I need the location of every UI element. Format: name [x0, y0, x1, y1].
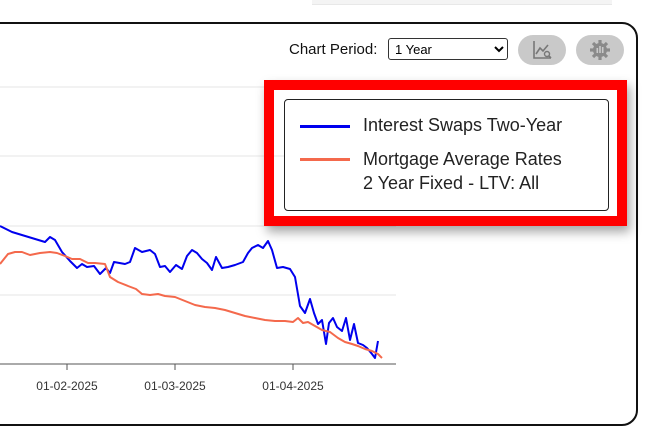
x-tick-label: 01-03-2025	[144, 379, 206, 393]
chart-period-select[interactable]: 1 Year	[388, 38, 508, 60]
x-tick-label: 01-02-2025	[36, 379, 98, 393]
x-tick-label: 01-04-2025	[262, 379, 324, 393]
legend-swatch-swaps	[300, 125, 350, 128]
series-line-swaps	[0, 225, 379, 359]
chart-series	[0, 225, 383, 359]
chart-controls: Chart Period: 1 Year	[289, 35, 629, 65]
chart-period-label: Chart Period:	[289, 41, 378, 58]
series-line-mortgage	[0, 251, 383, 359]
legend-label-mortgage: Mortgage Average Rates	[363, 149, 562, 169]
legend-label-mortgage-line2: 2 Year Fixed - LTV: All	[363, 173, 540, 193]
chart-zoom-button[interactable]	[518, 35, 566, 65]
gear-icon	[590, 40, 610, 60]
chart-zoom-icon	[533, 41, 552, 59]
x-axis: 01-02-2025 01-03-2025 01-04-2025	[0, 363, 396, 393]
legend-highlight-frame	[264, 80, 627, 226]
legend-swatch-mortgage	[300, 158, 350, 161]
chart-settings-button[interactable]	[576, 35, 624, 65]
top-strip	[312, 0, 612, 5]
chart-legend: Interest Swaps Two-Year Mortgage Average…	[284, 99, 609, 211]
legend-label-swaps: Interest Swaps Two-Year	[363, 115, 563, 135]
